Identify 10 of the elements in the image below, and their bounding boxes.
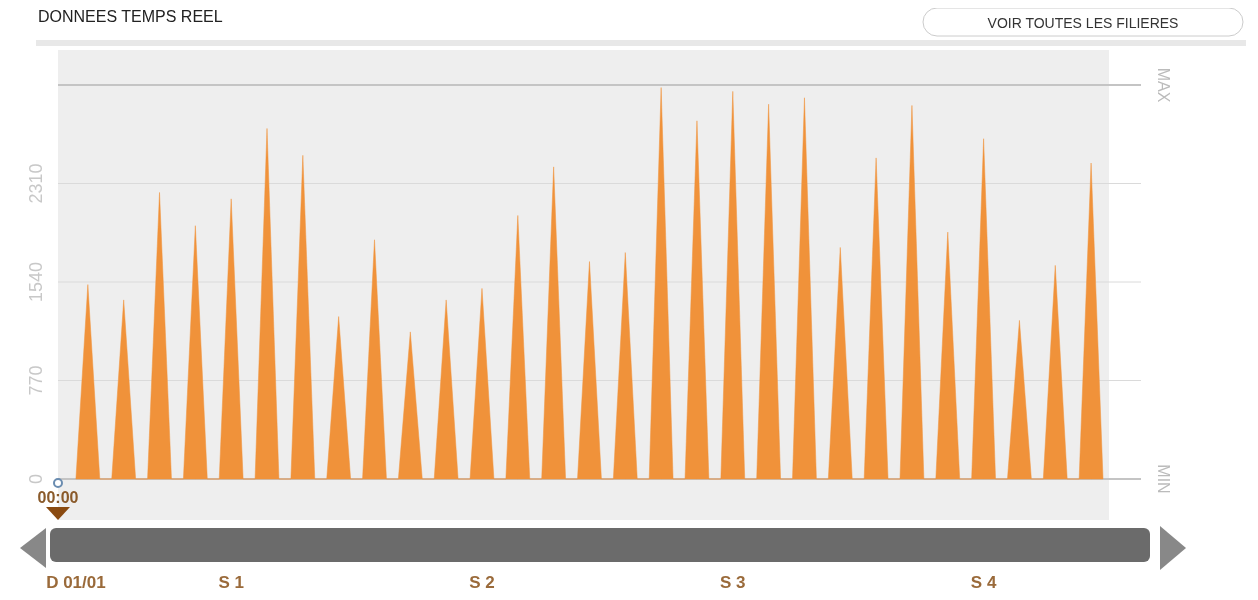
x-tick-label: S 1: [218, 573, 244, 592]
x-tick-label: S 3: [720, 573, 746, 592]
chart-title: DONNEES TEMPS REEL: [38, 8, 223, 25]
x-tick-label: D 01/01: [46, 573, 106, 592]
x-tick-label: S 4: [970, 573, 997, 592]
ref-line-label: MAX: [1155, 67, 1172, 103]
x-tick-label: S 2: [469, 573, 495, 592]
text: 00:00: [37, 489, 79, 506]
ref-line-label: MIN: [1155, 464, 1172, 494]
button: VOIR TOUTES LES FILIERES: [922, 8, 1244, 37]
